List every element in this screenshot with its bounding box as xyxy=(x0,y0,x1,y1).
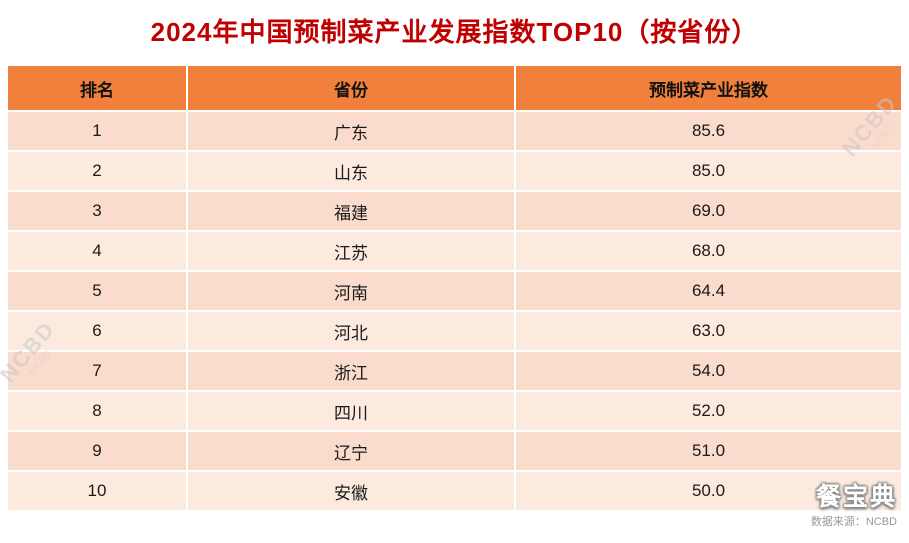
canbaodian-logo: 餐宝典 xyxy=(815,483,897,511)
rank-cell: 3 xyxy=(8,192,188,232)
table-row: 6 河北 63.0 xyxy=(8,312,901,352)
ranking-table: 排名 省份 预制菜产业指数 1 广东 85.6 2 山东 85.0 3 福建 6… xyxy=(8,66,901,512)
table-row: 5 河南 64.4 xyxy=(8,272,901,312)
province-cell: 河南 xyxy=(188,272,516,312)
province-cell: 浙江 xyxy=(188,352,516,392)
province-cell: 河北 xyxy=(188,312,516,352)
column-header-rank: 排名 xyxy=(8,66,188,112)
table-row: 9 辽宁 51.0 xyxy=(8,432,901,472)
rank-cell: 4 xyxy=(8,232,188,272)
table-row: 3 福建 69.0 xyxy=(8,192,901,232)
rank-cell: 5 xyxy=(8,272,188,312)
table-row: 4 江苏 68.0 xyxy=(8,232,901,272)
index-cell: 64.4 xyxy=(516,272,901,312)
province-cell: 江苏 xyxy=(188,232,516,272)
table-row: 2 山东 85.0 xyxy=(8,152,901,192)
rank-cell: 9 xyxy=(8,432,188,472)
index-cell: 51.0 xyxy=(516,432,901,472)
index-cell: 52.0 xyxy=(516,392,901,432)
table-row: 10 安徽 50.0 xyxy=(8,472,901,512)
index-cell: 54.0 xyxy=(516,352,901,392)
province-cell: 山东 xyxy=(188,152,516,192)
table-row: 8 四川 52.0 xyxy=(8,392,901,432)
rank-cell: 8 xyxy=(8,392,188,432)
province-cell: 安徽 xyxy=(188,472,516,512)
index-cell: 85.0 xyxy=(516,152,901,192)
rank-cell: 2 xyxy=(8,152,188,192)
index-cell: 85.6 xyxy=(516,112,901,152)
rank-cell: 10 xyxy=(8,472,188,512)
table-row: 7 浙江 54.0 xyxy=(8,352,901,392)
data-source-note: 数据来源：NCBD xyxy=(810,516,897,528)
province-cell: 广东 xyxy=(188,112,516,152)
rank-cell: 1 xyxy=(8,112,188,152)
province-cell: 福建 xyxy=(188,192,516,232)
index-cell: 63.0 xyxy=(516,312,901,352)
table-header-row: 排名 省份 预制菜产业指数 xyxy=(8,66,901,112)
rank-cell: 6 xyxy=(8,312,188,352)
rank-cell: 7 xyxy=(8,352,188,392)
index-cell: 50.0 xyxy=(516,472,901,512)
table-row: 1 广东 85.6 xyxy=(8,112,901,152)
index-cell: 68.0 xyxy=(516,232,901,272)
page-title: 2024年中国预制菜产业发展指数TOP10（按省份） xyxy=(150,17,759,47)
province-cell: 四川 xyxy=(188,392,516,432)
column-header-province: 省份 xyxy=(188,66,516,112)
index-cell: 69.0 xyxy=(516,192,901,232)
column-header-index: 预制菜产业指数 xyxy=(516,66,901,112)
province-cell: 辽宁 xyxy=(188,432,516,472)
